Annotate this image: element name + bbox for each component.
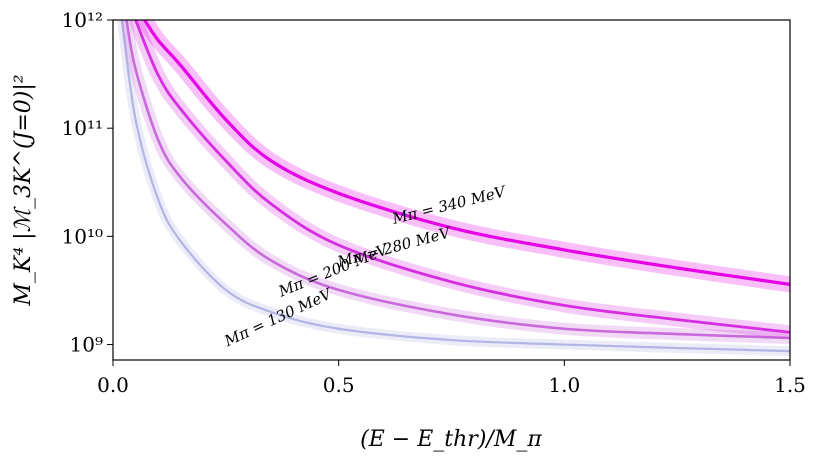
y-tick-label: 10¹¹ (62, 116, 103, 140)
uncertainty-band (117, 20, 790, 357)
x-tick-label: 1.5 (774, 373, 806, 397)
series-line (125, 20, 790, 340)
frame (112, 19, 791, 361)
y-axis-label: M_K⁴ |ℳ_3K^(J=0)|² (11, 74, 36, 306)
plot-area (117, 20, 790, 357)
x-tick-label: 0.0 (97, 373, 129, 397)
x-axis-label: (E − E_thr)/M_π (360, 427, 542, 452)
series-line (120, 20, 790, 353)
y-tick-label: 10⁹ (70, 333, 103, 357)
x-tick-label: 0.5 (323, 373, 355, 397)
series-line (134, 20, 790, 334)
y-tick-label: 10¹⁰ (62, 224, 103, 248)
series-line (143, 20, 790, 286)
y-tick-label: 10¹² (62, 8, 103, 32)
x-tick-label: 1.0 (548, 373, 580, 397)
